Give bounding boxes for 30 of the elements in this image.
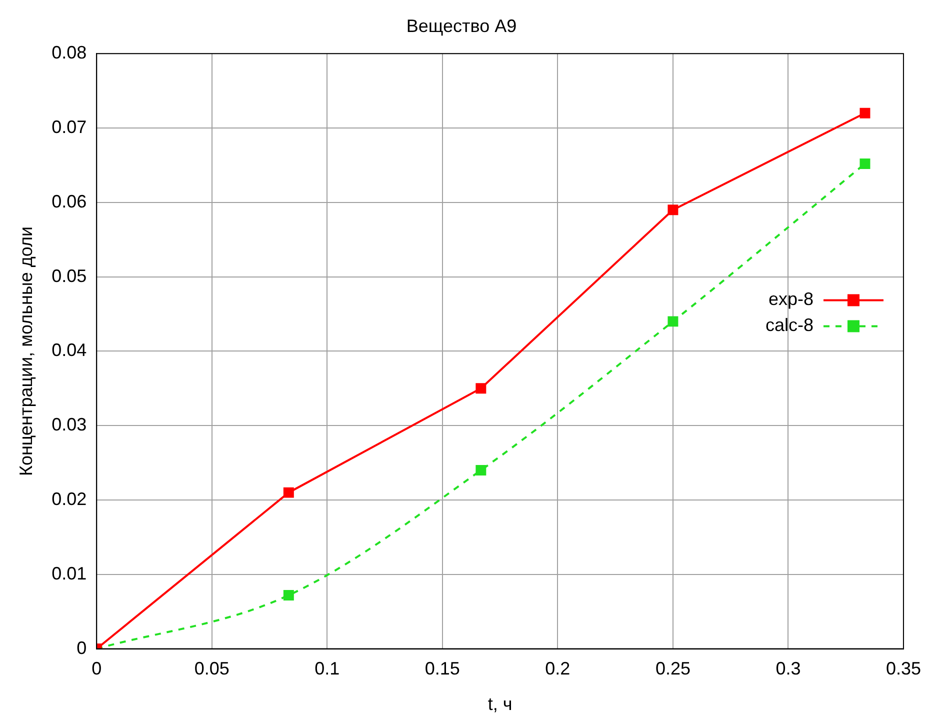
point	[283, 487, 294, 498]
y-tick-label: 0.07	[52, 116, 87, 137]
x-tick-label: 0.25	[655, 658, 690, 679]
point	[476, 383, 486, 394]
y-tick-label: 0.05	[52, 266, 87, 286]
legend-label: exp-8	[768, 289, 814, 310]
x-axis-title: t, ч	[488, 694, 512, 714]
y-axis-title: Концентрации, мольные доли	[16, 226, 36, 476]
point	[476, 465, 486, 476]
point	[860, 108, 870, 118]
chart-title: Вещество A9	[406, 16, 517, 36]
x-tick-label: 0.05	[194, 658, 230, 679]
x-tick-label: 0	[92, 658, 102, 679]
point	[860, 158, 870, 169]
x-tick-label: 0.1	[314, 658, 340, 679]
y-tick-label: 0.04	[52, 340, 87, 360]
y-tick-label: 0.06	[52, 191, 87, 212]
point	[668, 316, 678, 327]
y-tick-label: 0.01	[52, 563, 87, 584]
point	[283, 590, 294, 600]
x-tick-label: 0.2	[545, 658, 570, 679]
y-tick-label: 0	[76, 638, 87, 658]
point	[668, 204, 678, 216]
y-tick-label: 0.03	[52, 414, 87, 435]
x-tick-label: 0.15	[424, 658, 460, 679]
x-tick-label: 0.35	[886, 658, 922, 679]
y-tick-label: 0.02	[52, 488, 87, 509]
legend-label: calc-8	[765, 315, 814, 336]
y-tick-label: 0.08	[52, 42, 87, 63]
x-tick-label: 0.3	[776, 658, 801, 679]
